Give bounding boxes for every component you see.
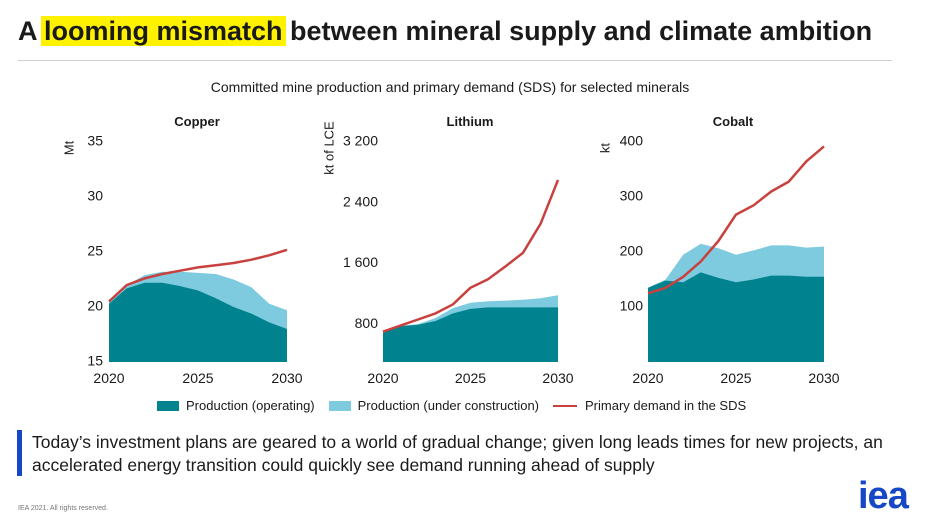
y-tick-label-copper: 15 [87,353,103,369]
callout-accent-bar [17,430,22,476]
footer-copyright: IEA 2021. All rights reserved. [18,505,108,512]
title-highlight: looming mismatch [41,16,286,46]
y-tick-label-cobalt: 400 [620,133,644,149]
y-axis-label-lithium: kt of LCE [321,121,336,175]
x-tick-label-copper: 2030 [271,370,302,386]
x-tick-label-lithium: 2020 [367,370,398,386]
chart-legend: Production (operating) Production (under… [157,398,760,413]
x-tick-label-cobalt: 2025 [720,370,751,386]
y-tick-label-cobalt: 100 [620,298,644,314]
y-tick-label-copper: 30 [87,188,103,204]
line-demand-copper [108,248,288,303]
x-tick-label-lithium: 2030 [542,370,573,386]
y-axis-label-copper: Mt [61,140,76,155]
y-tick-label-copper: 20 [87,298,103,314]
x-tick-label-copper: 2025 [182,370,213,386]
title-pre: A [18,16,44,46]
callout-text: Today’s investment plans are geared to a… [32,432,883,475]
y-tick-label-lithium: 1 600 [343,254,378,270]
line-demand-lithium [382,179,560,333]
line-demand-cobalt [647,145,825,295]
area-operating-lithium [383,307,558,362]
legend-label-demand: Primary demand in the SDS [585,398,747,413]
legend-swatch-operating [157,400,179,411]
title-divider [18,60,892,61]
legend-swatch-demand [553,404,578,407]
x-tick-label-lithium: 2025 [455,370,486,386]
y-axis-label-cobalt: kt [597,143,612,154]
y-tick-label-lithium: 800 [355,315,379,331]
chart-title-lithium: Lithium [447,114,494,129]
x-tick-label-cobalt: 2030 [808,370,839,386]
x-tick-label-copper: 2020 [93,370,124,386]
area-operating-cobalt [648,272,824,362]
legend-item-operating: Production (operating) [157,398,315,413]
y-tick-label-copper: 35 [87,133,103,149]
chart-title-copper: Copper [174,114,220,129]
legend-item-construction: Production (under construction) [328,398,540,413]
y-tick-label-copper: 25 [87,243,103,259]
x-tick-label-cobalt: 2020 [632,370,663,386]
chart-title-cobalt: Cobalt [713,114,754,129]
y-tick-label-cobalt: 300 [620,188,644,204]
y-tick-label-lithium: 3 200 [343,133,378,149]
iea-logo: iea [858,476,911,516]
area-operating-copper [109,282,287,362]
y-tick-label-cobalt: 200 [620,243,644,259]
legend-item-demand: Primary demand in the SDS [553,398,746,413]
legend-label-construction: Production (under construction) [357,398,540,413]
legend-label-operating: Production (operating) [186,398,315,413]
page-title: A looming mismatch between mineral suppl… [18,16,872,47]
y-tick-label-lithium: 2 400 [343,193,378,209]
chart-subtitle: Committed mine production and primary de… [210,79,690,95]
title-post: between mineral supply and climate ambit… [282,16,873,46]
legend-swatch-construction [328,400,351,411]
iea-logo-text: iea [858,476,910,516]
